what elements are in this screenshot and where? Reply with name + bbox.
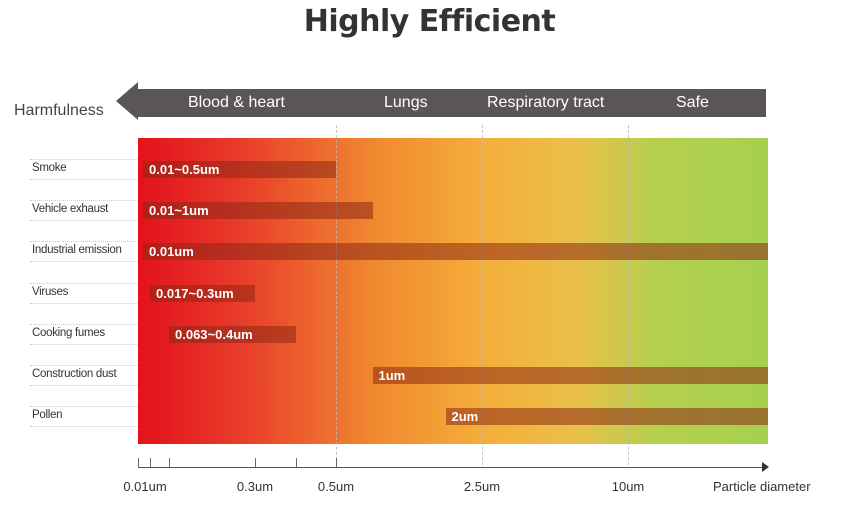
- category-label: Industrial emission: [32, 244, 122, 257]
- category-label: Construction dust: [32, 368, 117, 380]
- range-bar: 0.063~0.4um: [169, 325, 296, 343]
- category-label: Smoke: [32, 162, 67, 174]
- row-guide: [30, 159, 138, 160]
- row-guide: [30, 241, 138, 243]
- zone-label: Safe: [676, 94, 709, 111]
- category-label: Vehicle exhaust: [32, 203, 109, 216]
- gridline: [482, 125, 483, 465]
- harmfulness-arrow: [116, 82, 766, 120]
- row-guide: [30, 261, 138, 263]
- row-guide: [30, 200, 138, 202]
- row-guide: [30, 406, 138, 408]
- row-guide: [30, 365, 138, 366]
- row-guide: [30, 220, 138, 222]
- x-tick: [255, 458, 256, 467]
- x-tick: [169, 458, 170, 467]
- row-guide: [30, 302, 138, 304]
- category-label: Viruses: [32, 285, 69, 298]
- x-tick: [336, 458, 337, 467]
- range-bar: 0.01~0.5um: [143, 161, 336, 178]
- y-axis-label: Harmfulness: [14, 102, 104, 119]
- range-bar: 1um: [372, 367, 768, 384]
- row-guide: [30, 426, 138, 428]
- x-tick-label: 0.5um: [317, 479, 355, 494]
- x-tick-label: 0.3um: [236, 479, 274, 494]
- row-guide: [30, 385, 138, 386]
- x-tick: [150, 458, 151, 467]
- x-tick-label: 0.01um: [123, 479, 167, 494]
- zone-label: Blood & heart: [188, 94, 285, 111]
- x-tick: [138, 458, 139, 467]
- x-tick-label: 2.5um: [463, 479, 501, 494]
- zone-label: Respiratory tract: [487, 94, 605, 111]
- x-axis-line: [138, 467, 764, 468]
- range-bar: 0.01um: [143, 243, 768, 261]
- row-guide: [30, 343, 138, 345]
- gridline: [628, 125, 629, 465]
- x-axis-label: Particle diameter: [713, 479, 811, 494]
- chart-title: Highly Efficient: [303, 4, 556, 39]
- row-guide: [30, 323, 138, 325]
- x-tick-label: 10um: [611, 479, 645, 494]
- row-guide: [30, 179, 138, 180]
- row-guide: [30, 282, 138, 284]
- range-bar: 0.017~0.3um: [150, 284, 255, 302]
- range-bar: 2um: [445, 408, 768, 426]
- zone-label: Lungs: [384, 94, 428, 111]
- x-tick: [296, 458, 297, 467]
- x-axis-arrowhead: [762, 462, 769, 472]
- category-label: Cooking fumes: [32, 326, 105, 339]
- range-bar: 0.01~1um: [143, 202, 373, 220]
- gridline: [336, 125, 337, 465]
- category-label: Pollen: [32, 409, 63, 422]
